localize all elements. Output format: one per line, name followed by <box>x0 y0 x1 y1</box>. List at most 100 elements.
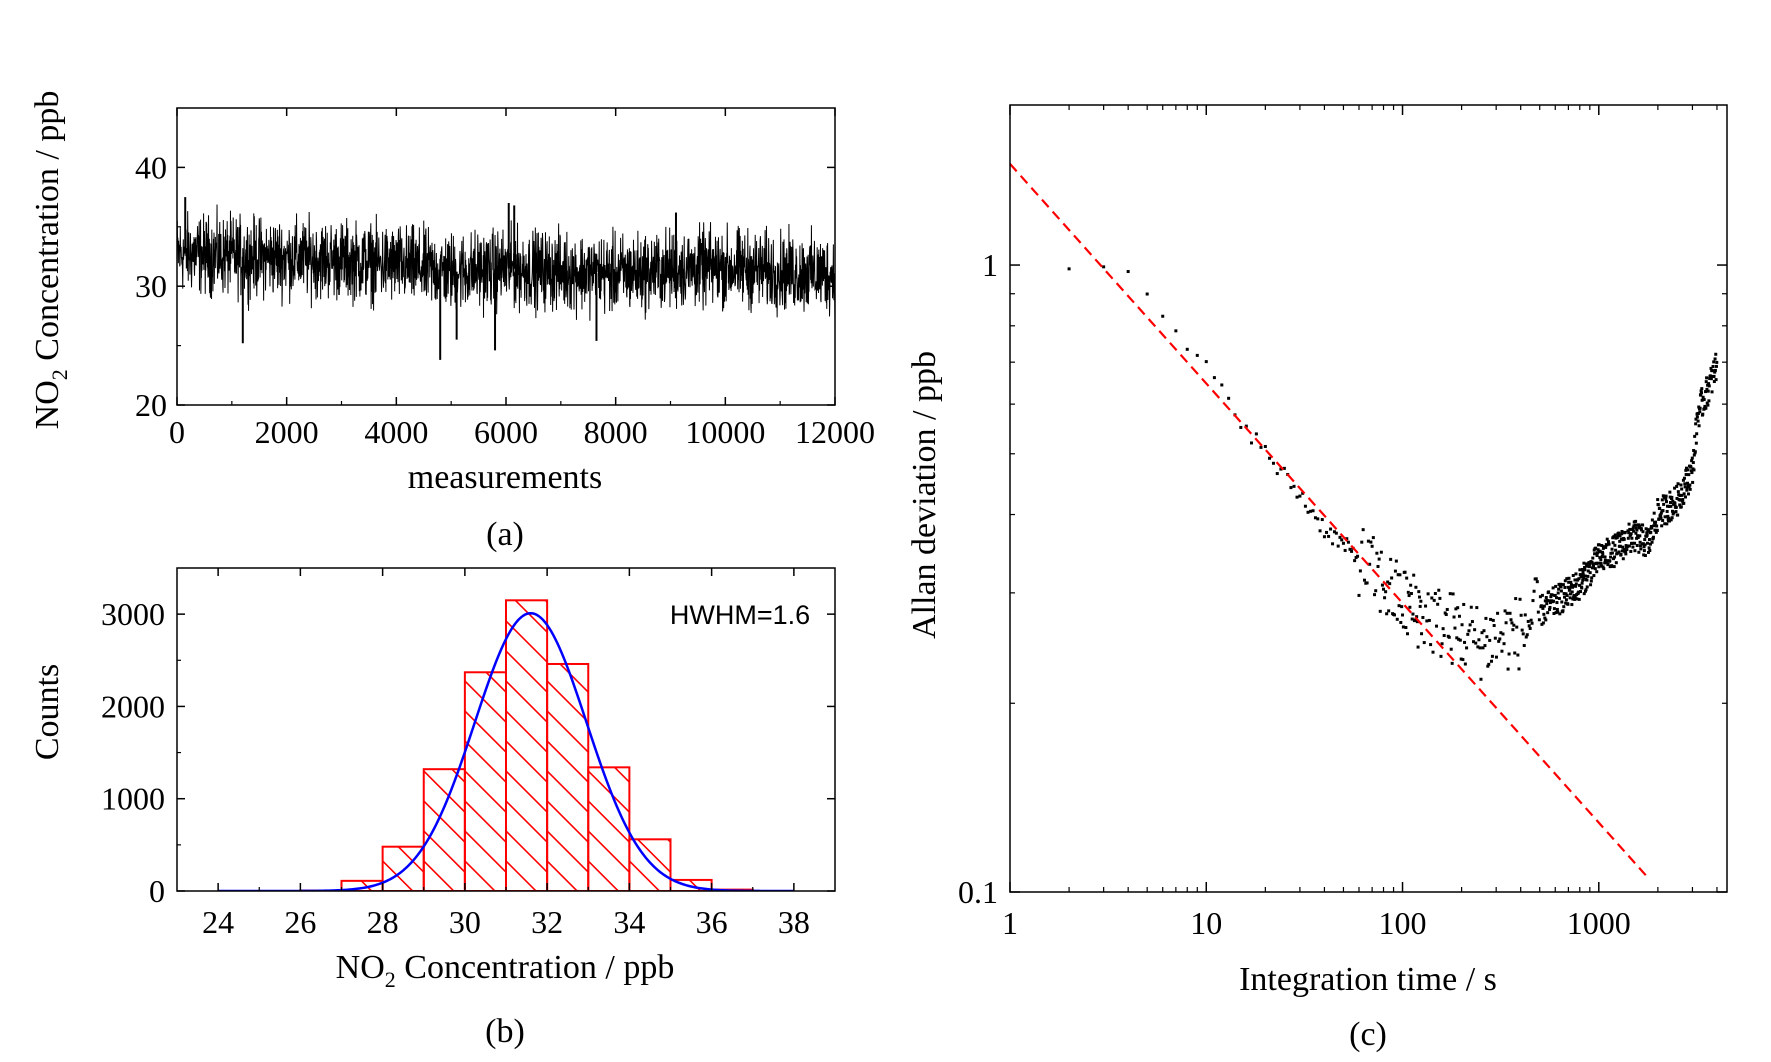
allan-point <box>1692 453 1696 457</box>
allan-point <box>1620 529 1624 533</box>
allan-point <box>1610 564 1614 568</box>
allan-point <box>1555 601 1559 605</box>
allan-point <box>1577 577 1581 581</box>
allan-point <box>1665 509 1669 513</box>
allan-point <box>1542 604 1546 608</box>
allan-point <box>1275 472 1279 476</box>
allan-point <box>1572 595 1576 599</box>
allan-point <box>1568 592 1572 596</box>
allan-point <box>1416 645 1420 649</box>
allan-point <box>1386 580 1390 584</box>
allan-point <box>1688 483 1692 487</box>
allan-deviation-points <box>1067 265 1719 681</box>
allan-point <box>1602 567 1606 571</box>
histogram-bar <box>628 838 672 891</box>
allan-point <box>1695 415 1699 419</box>
allan-point <box>1563 579 1567 583</box>
allan-point <box>1559 585 1563 589</box>
allan-point <box>1420 632 1424 636</box>
allan-point <box>1480 631 1484 635</box>
allan-point <box>1664 500 1668 504</box>
allan-point <box>1292 484 1296 488</box>
allan-point <box>1699 391 1703 395</box>
allan-point <box>1536 610 1540 614</box>
allan-point <box>1676 490 1680 494</box>
allan-point <box>1433 592 1437 596</box>
allan-point <box>1557 582 1561 586</box>
allan-point <box>1669 501 1673 505</box>
allan-point <box>1481 646 1485 650</box>
allan-point <box>1661 518 1665 522</box>
allan-point <box>1682 501 1686 505</box>
allan-point <box>1472 640 1476 644</box>
allan-point <box>1574 582 1578 586</box>
allan-point <box>1580 567 1584 571</box>
allan-point <box>1357 593 1361 597</box>
allan-point <box>1483 644 1487 648</box>
allan-point <box>1380 583 1384 587</box>
allan-point <box>1567 580 1571 584</box>
allan-point <box>1564 598 1568 602</box>
allan-point <box>1688 487 1692 491</box>
allan-point <box>1583 589 1587 593</box>
allan-point <box>1457 637 1461 641</box>
allan-point <box>1383 596 1387 600</box>
histogram-bar-hatch <box>629 839 671 891</box>
allan-point <box>1715 360 1719 364</box>
allan-point <box>1620 549 1624 553</box>
allan-point <box>1303 504 1307 508</box>
allan-point <box>1577 590 1581 594</box>
allan-point <box>1579 590 1583 594</box>
allan-point <box>1704 380 1708 384</box>
allan-point <box>1461 658 1465 662</box>
allan-point <box>1706 389 1710 393</box>
allan-point <box>1485 635 1489 639</box>
allan-point <box>1564 592 1568 596</box>
allan-point <box>1204 360 1208 364</box>
allan-point <box>1686 492 1690 496</box>
allan-point <box>1384 590 1388 594</box>
allan-point <box>1362 578 1366 582</box>
allan-point <box>1475 606 1479 610</box>
allan-point <box>1588 571 1592 575</box>
allan-point <box>1482 629 1486 633</box>
allan-point <box>1102 265 1106 269</box>
allan-point <box>1714 364 1718 368</box>
allan-point <box>1494 655 1498 659</box>
allan-point <box>1660 524 1664 528</box>
allan-point <box>1473 628 1477 632</box>
allan-point <box>1631 526 1635 530</box>
allan-point <box>1665 522 1669 526</box>
allan-point <box>1695 432 1699 436</box>
allan-point <box>1601 565 1605 569</box>
allan-point <box>1597 565 1601 569</box>
allan-point <box>1486 664 1490 668</box>
allan-point <box>1583 574 1587 578</box>
allan-point <box>1414 585 1418 589</box>
allan-point <box>1501 632 1505 636</box>
allan-point <box>1593 567 1597 571</box>
allan-point <box>1425 619 1429 623</box>
allan-point <box>1581 573 1585 577</box>
allan-point <box>1513 651 1517 655</box>
allan-point <box>1606 540 1610 544</box>
allan-point <box>1670 495 1674 499</box>
allan-point <box>1605 537 1609 541</box>
panel-c-label: (c) <box>1349 1016 1387 1053</box>
allan-point <box>1429 643 1433 647</box>
allan-point <box>1263 444 1267 448</box>
allan-point <box>1374 589 1378 593</box>
allan-point <box>1633 549 1637 553</box>
allan-point <box>1468 623 1472 627</box>
panel-b-xlabel: NO2 Concentration / ppb <box>336 949 675 992</box>
allan-point <box>1515 625 1519 629</box>
allan-point <box>1581 578 1585 582</box>
allan-point <box>1407 594 1411 598</box>
allan-point <box>1705 376 1709 380</box>
panel-b-ytick-label: 3000 <box>101 596 165 632</box>
allan-point <box>1161 314 1165 318</box>
allan-point <box>1389 557 1393 561</box>
allan-point <box>1599 558 1603 562</box>
allan-point <box>1699 393 1703 397</box>
